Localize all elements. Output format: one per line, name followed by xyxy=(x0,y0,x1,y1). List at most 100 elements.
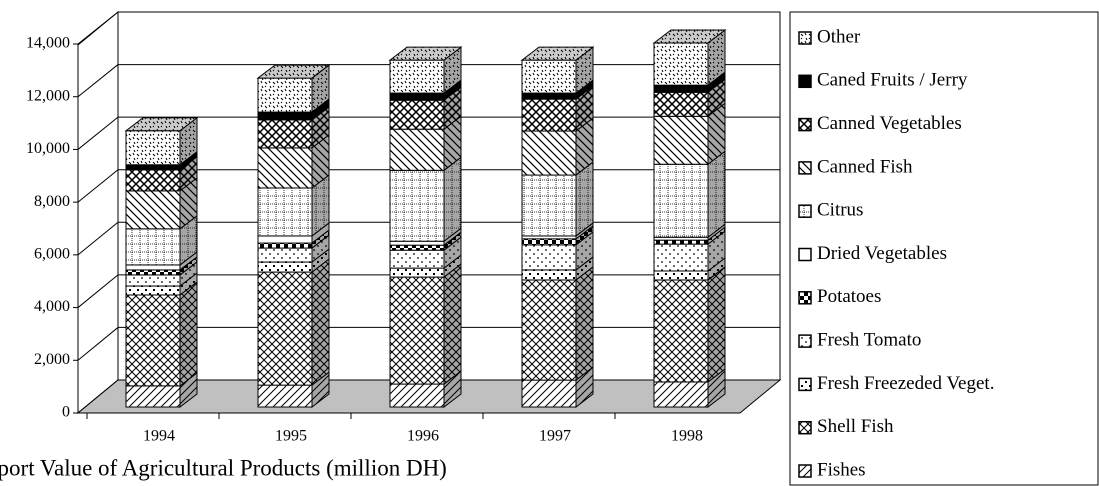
bar-segment xyxy=(521,279,577,381)
bar-segment xyxy=(257,235,313,244)
x-tick-label: 1998 xyxy=(671,428,703,445)
bar-segment xyxy=(653,115,709,165)
bar-segment xyxy=(653,91,709,117)
legend-swatch xyxy=(798,377,812,392)
side-shade xyxy=(708,30,725,86)
bar-segment xyxy=(257,261,313,273)
bar-segment xyxy=(389,59,445,94)
x-tick-label: 1994 xyxy=(143,428,175,445)
x-tick-label: 1995 xyxy=(275,428,307,445)
bar-segment xyxy=(125,228,181,266)
bar-segment xyxy=(521,244,577,271)
side-shade xyxy=(312,134,329,188)
bar-segment xyxy=(125,385,181,408)
side-shade xyxy=(312,249,329,273)
side-shade xyxy=(576,47,593,94)
legend-swatch xyxy=(798,334,812,348)
side-shade xyxy=(312,65,329,113)
side-shade xyxy=(312,235,329,263)
side-shade xyxy=(576,162,593,236)
side-shade xyxy=(708,72,725,93)
bar-segment xyxy=(257,77,313,113)
bar-segment xyxy=(125,285,181,296)
bar-segment xyxy=(521,98,577,132)
bar-segment xyxy=(257,147,313,189)
legend-swatch xyxy=(798,204,812,218)
side-shade xyxy=(444,232,461,251)
y-tick-label: 2,000 xyxy=(34,351,70,368)
legend-swatch xyxy=(798,247,812,262)
y-tick-label: 14,000 xyxy=(26,35,70,52)
y-tick-label: 4,000 xyxy=(34,298,70,315)
side-shade xyxy=(180,117,197,165)
top-shade xyxy=(126,117,197,131)
side-shade xyxy=(576,80,593,100)
side-shade xyxy=(576,225,593,245)
bar-segment xyxy=(389,169,445,242)
legend-swatch xyxy=(798,74,812,89)
y-tick-label: 0 xyxy=(62,404,70,421)
side-shade xyxy=(312,99,329,120)
grid-line xyxy=(77,169,119,203)
legend-swatch xyxy=(798,161,812,175)
bar-segment xyxy=(653,381,709,408)
bar-segment xyxy=(653,42,709,86)
legend-swatch xyxy=(798,31,812,45)
side-shade xyxy=(180,156,197,191)
x-tick-label: 1996 xyxy=(407,428,439,445)
side-shade xyxy=(576,231,593,270)
bar-segment xyxy=(521,130,577,176)
legend-label: Other xyxy=(817,26,861,47)
side-shade xyxy=(444,237,461,269)
legend-label: Fresh Freezeded Veget. xyxy=(817,373,994,394)
bar-segment xyxy=(389,249,445,269)
bar-segment xyxy=(389,244,445,251)
x-tick-label: 1997 xyxy=(539,428,571,445)
bar-segment xyxy=(653,270,709,281)
bar-segment xyxy=(125,130,181,166)
legend-swatch xyxy=(798,464,812,478)
side-shade xyxy=(180,273,197,295)
legend-swatch xyxy=(798,291,812,305)
side-shade xyxy=(180,256,197,275)
side-wall xyxy=(77,10,119,415)
bar-segment xyxy=(653,163,709,238)
legend-label: Canned Vegetables xyxy=(817,113,962,134)
legend-label: Fresh Tomato xyxy=(817,329,921,350)
top-shade xyxy=(654,30,725,44)
grid-line xyxy=(77,64,119,98)
bar-segment xyxy=(389,267,445,278)
bar-segment xyxy=(257,187,313,237)
bar-segment xyxy=(257,111,313,121)
side-shade xyxy=(444,264,461,385)
bar-segment xyxy=(125,190,181,230)
grid-line xyxy=(77,327,119,361)
legend-swatch xyxy=(798,117,812,132)
bar-segment xyxy=(389,128,445,171)
grid-line xyxy=(77,11,119,45)
bar-segment xyxy=(257,242,313,249)
y-tick-label: 8,000 xyxy=(34,193,70,210)
y-tick-label: 12,000 xyxy=(26,87,70,104)
side-shade xyxy=(708,103,725,165)
legend-label: Dried Vegetables xyxy=(817,243,947,264)
bar-segment xyxy=(653,239,709,245)
side-shade xyxy=(444,255,461,278)
bar-segment xyxy=(257,384,313,408)
bar-segment xyxy=(125,164,181,171)
side-shade xyxy=(312,259,329,386)
legend-label: Citrus xyxy=(817,200,863,221)
top-shade xyxy=(522,47,593,61)
side-shade xyxy=(708,224,725,241)
side-shade xyxy=(180,177,197,229)
side-shade xyxy=(312,222,329,244)
bar-segment xyxy=(257,119,313,149)
side-shade xyxy=(180,281,197,386)
bar-segment xyxy=(521,379,577,408)
side-shade xyxy=(708,368,725,407)
legend-swatch xyxy=(798,420,812,435)
side-shade xyxy=(444,47,461,94)
side-shade xyxy=(708,257,725,280)
side-shade xyxy=(312,372,329,407)
bar-segment-top xyxy=(652,29,727,44)
